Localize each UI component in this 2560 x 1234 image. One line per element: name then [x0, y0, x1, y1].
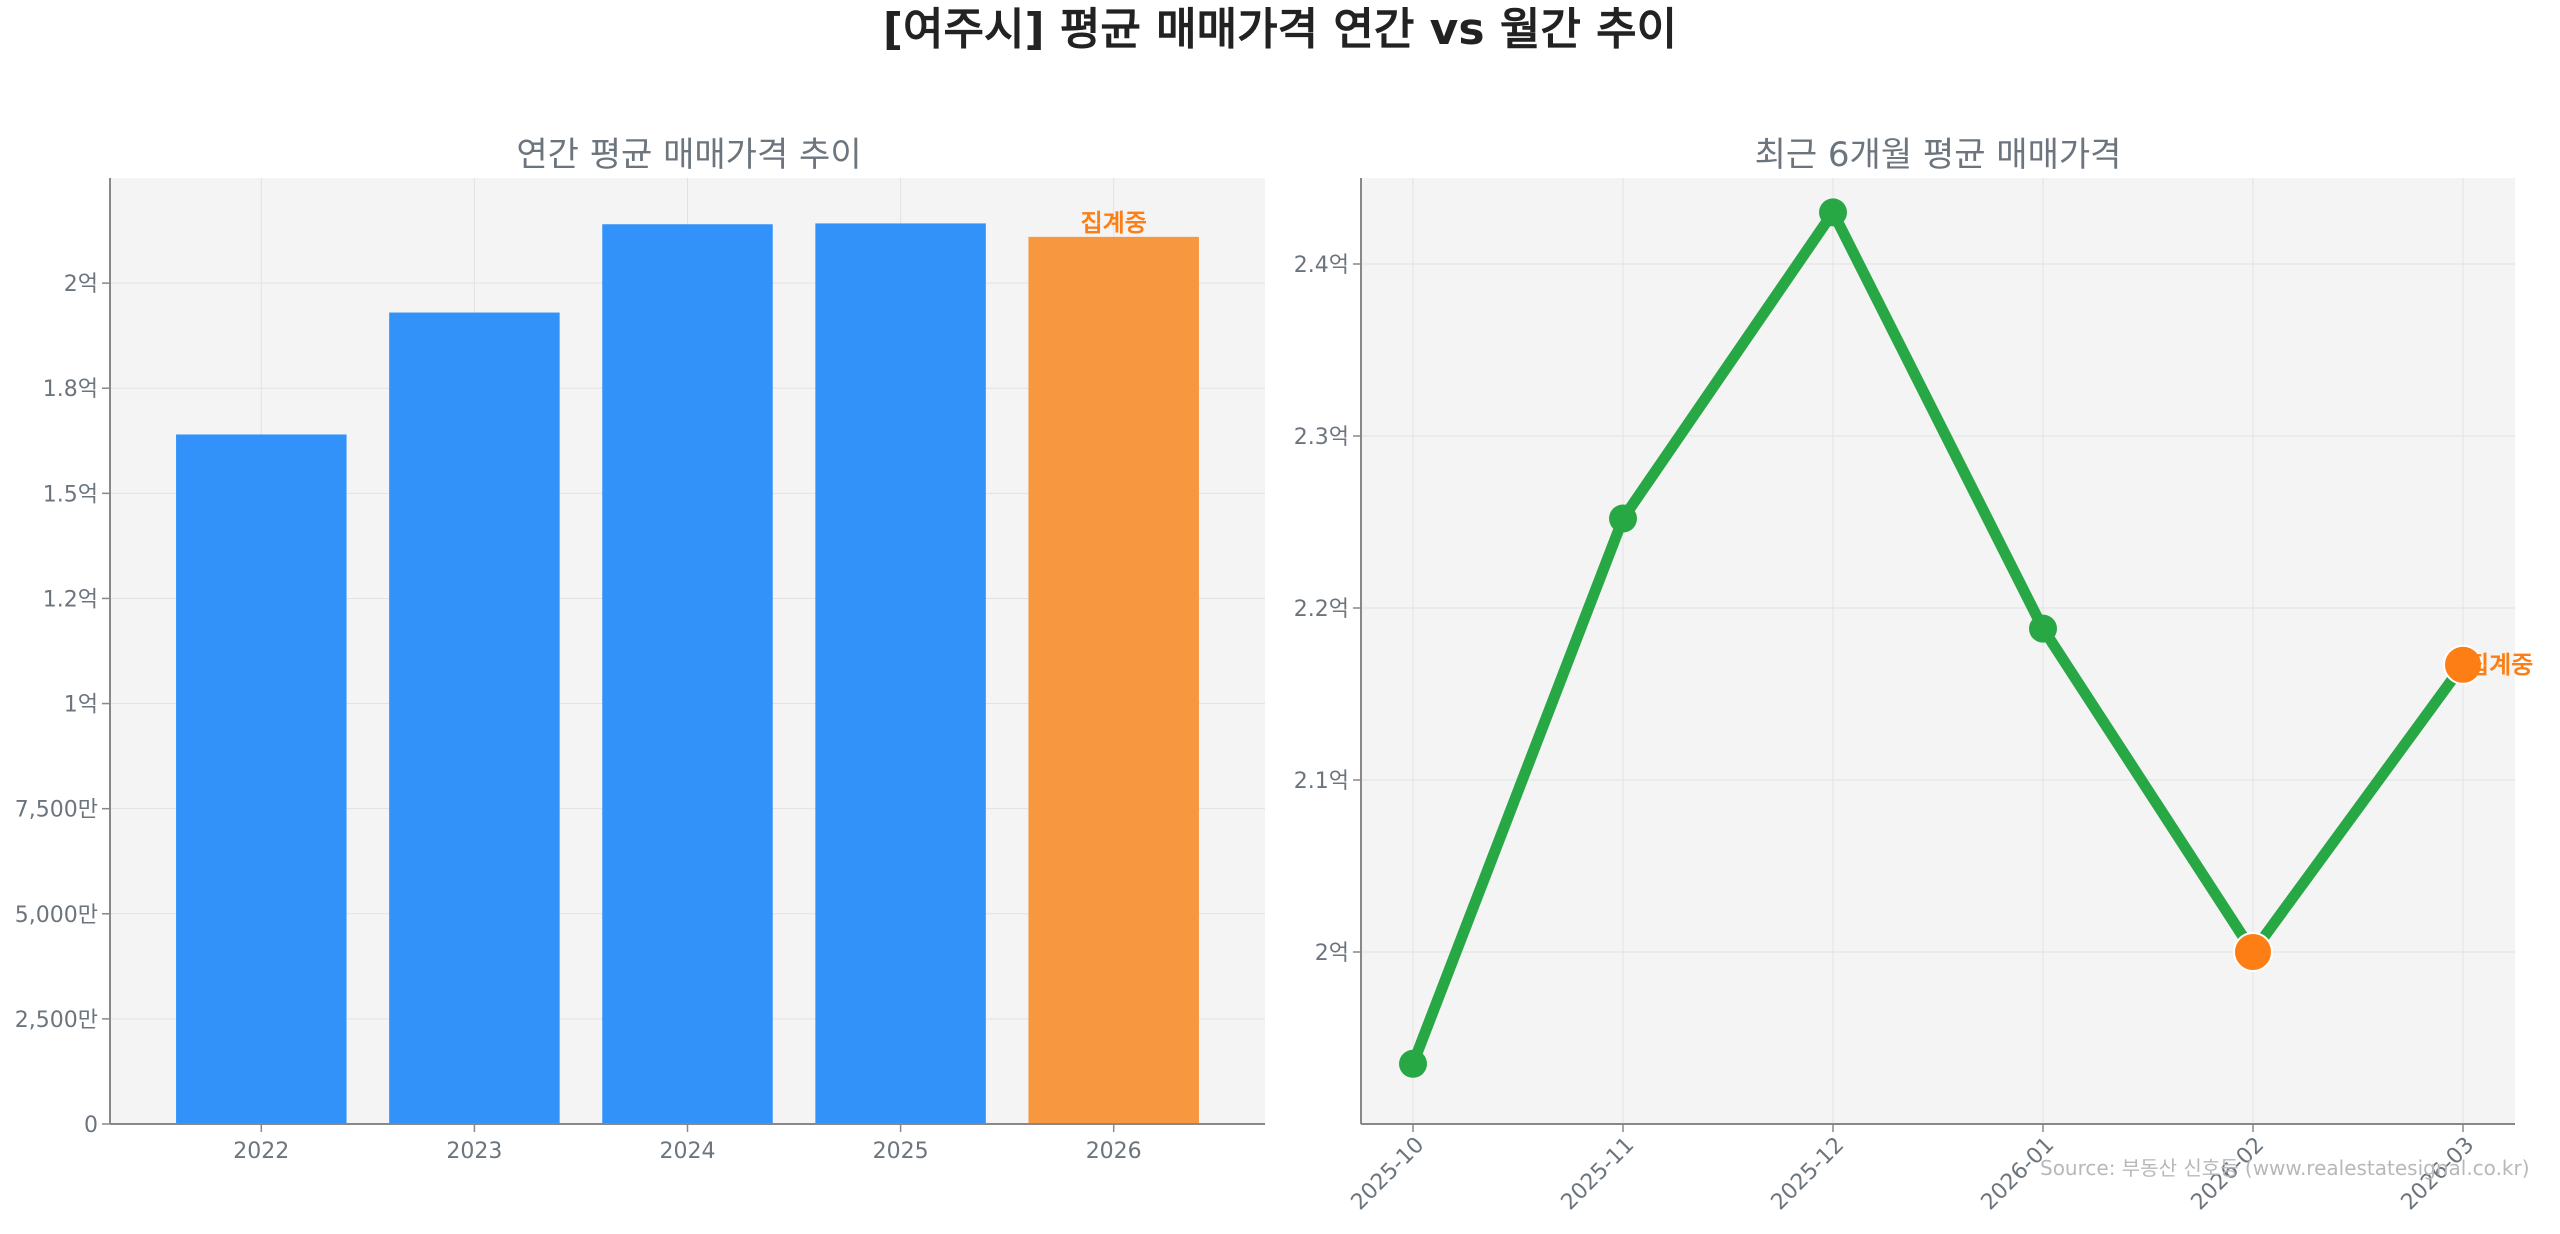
annual-xtick-label: 2024 [660, 1139, 716, 1164]
annual-chart-title: 연간 평균 매매가격 추이 [516, 135, 861, 175]
annual-ytick-label: 1억 [64, 693, 98, 718]
annual-ytick-label: 1.2억 [43, 587, 98, 612]
annual-bar [389, 312, 560, 1124]
annual-bar [176, 434, 347, 1125]
annual-ytick-label: 5,000만 [15, 903, 98, 928]
annual-ytick-label: 1.5억 [43, 482, 98, 507]
source-note: Source: 부동산 신호등 (www.realestatesignal.co… [2040, 1156, 2530, 1180]
annual-ytick-label: 2,500만 [15, 1008, 98, 1033]
annual-ytick-label: 7,500만 [15, 798, 98, 823]
page-title: [여주시] 평균 매매가격 연간 vs 월간 추이 [882, 4, 1678, 55]
annual-ytick-label: 0 [84, 1113, 98, 1138]
annual-xtick-label: 2025 [873, 1139, 929, 1164]
annual-bar [1028, 236, 1199, 1124]
annual-bar-annotation: 집계중 [1081, 209, 1147, 237]
annual-xtick-label: 2022 [233, 1139, 289, 1164]
annual-xtick-label: 2026 [1086, 1139, 1142, 1164]
annual-ytick-label: 2억 [64, 272, 98, 297]
annual-bar [602, 224, 773, 1124]
annual-ytick-label: 1.8억 [43, 377, 98, 402]
annual-xtick-label: 2023 [446, 1139, 502, 1164]
annual-bar [815, 223, 986, 1124]
